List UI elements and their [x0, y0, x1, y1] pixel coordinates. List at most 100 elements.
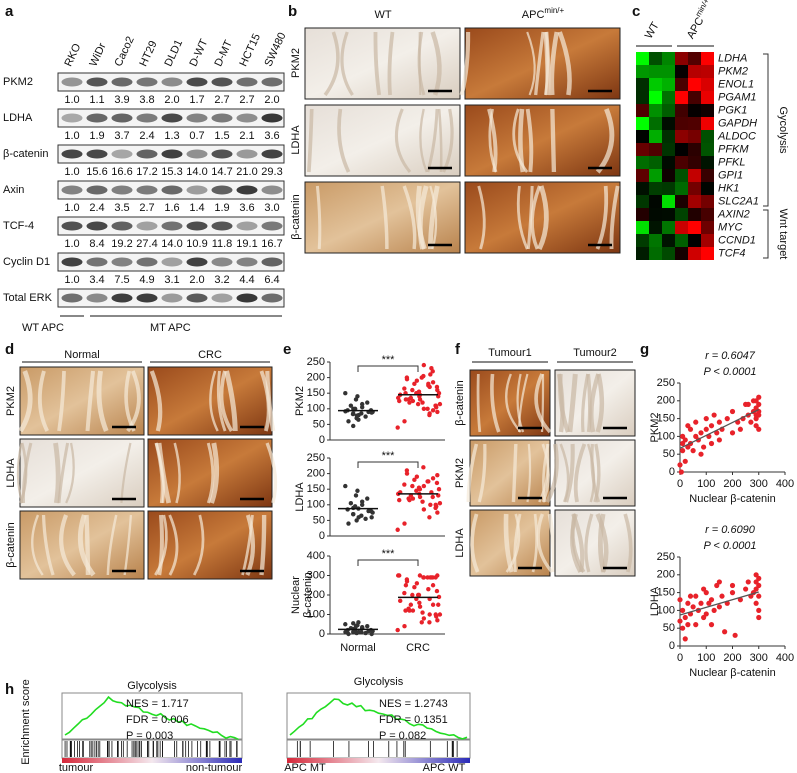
- blot-row-label: LDHA: [3, 112, 33, 124]
- point: [427, 620, 432, 625]
- image-bg: [464, 104, 621, 177]
- y-tick-label: 0: [669, 640, 675, 652]
- blot-band: [236, 113, 258, 123]
- point: [395, 527, 400, 532]
- point: [359, 499, 365, 504]
- blot-value: 3.0: [264, 202, 279, 214]
- blot-value: 1.0: [64, 274, 79, 286]
- point: [716, 437, 722, 443]
- x-tick-label: 300: [750, 652, 768, 664]
- heatmap-cell: [701, 156, 714, 169]
- y-tick-label: 50: [663, 622, 675, 634]
- tissue-texture: [466, 443, 479, 503]
- blot-value: 17.2: [136, 166, 157, 178]
- point: [437, 501, 443, 506]
- point: [708, 622, 715, 628]
- point: [732, 632, 738, 638]
- blot-band: [211, 185, 233, 195]
- column-label: Tumour2: [573, 347, 617, 359]
- point: [682, 437, 688, 443]
- blot-band: [186, 149, 208, 159]
- point: [356, 417, 361, 422]
- gsea-stat: P = 0.003: [126, 730, 173, 742]
- tissue-texture: [545, 443, 559, 503]
- heatmap-cell: [688, 247, 701, 260]
- blot-value: 3.5: [114, 202, 129, 214]
- row-label: PKM2: [290, 48, 302, 78]
- heatmap-cell: [649, 52, 662, 65]
- tissue-texture: [380, 185, 389, 250]
- image-bg: [19, 438, 145, 508]
- row-label: β-catenin: [290, 194, 302, 239]
- blot-band: [86, 77, 108, 87]
- gsea-stat: NES = 1.717: [126, 698, 189, 710]
- blot-band: [186, 77, 208, 87]
- point: [756, 575, 762, 581]
- tissue-texture: [157, 514, 164, 576]
- heatmap-cell: [675, 156, 688, 169]
- blot-value: 2.7: [214, 94, 229, 106]
- lane-label: Caco2: [112, 35, 136, 69]
- blot-value: 1.9: [214, 202, 229, 214]
- y-tick-label: 250: [307, 356, 325, 368]
- point: [698, 430, 704, 436]
- y-tick-label: 200: [307, 589, 325, 601]
- y-tick-label: 200: [657, 395, 675, 407]
- heatmap-cell: [675, 104, 688, 117]
- point: [703, 416, 709, 422]
- point: [404, 577, 410, 582]
- heatmap-cell: [688, 65, 701, 78]
- gene-label: ENOL1: [718, 78, 754, 90]
- group-label: WT APC: [22, 322, 64, 334]
- tissue-texture: [586, 443, 596, 503]
- point: [415, 592, 421, 598]
- blot-band: [136, 257, 158, 267]
- barcode-bg: [61, 739, 243, 759]
- blot-value: 3.6: [264, 130, 279, 142]
- point: [430, 494, 435, 500]
- blot-band: [236, 185, 258, 195]
- blot-band: [86, 185, 108, 195]
- point: [756, 401, 762, 407]
- tissue-texture: [265, 442, 278, 504]
- plot-frame: [286, 692, 471, 740]
- tissue-texture: [219, 370, 234, 432]
- point: [352, 504, 358, 509]
- blot-value: 1.1: [89, 94, 104, 106]
- point: [698, 600, 704, 606]
- point: [701, 586, 707, 592]
- heatmap-cell: [662, 195, 675, 208]
- tissue-texture: [623, 513, 633, 573]
- y-axis-label: Nuclear: [290, 576, 302, 614]
- blot-band: [186, 185, 208, 195]
- blot-band: [161, 293, 183, 303]
- lane-label: D-WT: [187, 37, 210, 68]
- blot-value: 7.5: [114, 274, 129, 286]
- point: [352, 627, 358, 633]
- gene-label: TCF4: [718, 247, 746, 259]
- column-label-base: WT: [643, 20, 662, 41]
- blot-value: 3.2: [214, 274, 229, 286]
- point: [753, 572, 759, 578]
- heatmap-cell: [636, 221, 649, 234]
- blot-band: [61, 257, 83, 267]
- heatmap-cell: [649, 208, 662, 221]
- y-tick-label: 0: [319, 434, 325, 446]
- heatmap-cell: [649, 117, 662, 130]
- heatmap-cell: [636, 52, 649, 65]
- x-axis-label: non-tumour: [186, 762, 243, 773]
- tissue-texture: [41, 514, 55, 576]
- tissue-texture: [488, 108, 498, 173]
- barcode-bg: [286, 739, 471, 759]
- point: [414, 474, 420, 479]
- blot-band: [261, 185, 283, 195]
- blot-band: [236, 221, 258, 231]
- y-tick-label: 200: [307, 468, 325, 480]
- point: [729, 408, 736, 415]
- tissue-texture: [373, 31, 382, 96]
- tissue-texture: [259, 370, 271, 432]
- point: [430, 408, 436, 413]
- point: [428, 502, 433, 507]
- point: [745, 401, 751, 407]
- blot-band: [236, 77, 258, 87]
